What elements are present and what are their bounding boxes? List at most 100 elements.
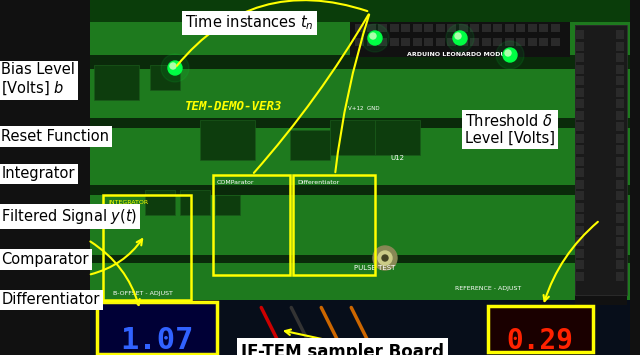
Text: B-OFFSET - ADJUST: B-OFFSET - ADJUST	[113, 291, 173, 296]
Bar	[435, 24, 445, 32]
Bar	[616, 180, 624, 189]
Bar	[435, 38, 445, 46]
Bar	[200, 120, 255, 160]
Text: V+12  GND: V+12 GND	[348, 106, 380, 111]
Bar	[493, 38, 502, 46]
Circle shape	[446, 24, 474, 52]
Bar	[616, 248, 624, 257]
Bar	[390, 24, 399, 32]
Bar	[470, 24, 479, 32]
Bar	[576, 30, 584, 39]
Bar	[375, 120, 420, 155]
Bar	[630, 0, 640, 355]
Bar	[576, 202, 584, 212]
Bar	[350, 22, 570, 57]
Text: 1.07: 1.07	[120, 326, 194, 355]
Text: Integrator: Integrator	[1, 166, 75, 181]
Bar	[616, 122, 624, 131]
Text: Filtered Signal $y(t)$: Filtered Signal $y(t)$	[1, 207, 138, 226]
Bar	[493, 24, 502, 32]
Bar	[616, 272, 624, 280]
Bar	[447, 24, 456, 32]
Text: 0.29: 0.29	[506, 327, 573, 355]
Bar	[616, 214, 624, 223]
Text: Reset Function: Reset Function	[1, 129, 109, 144]
Bar	[88, 118, 640, 128]
Circle shape	[361, 24, 389, 52]
FancyArrowPatch shape	[321, 307, 344, 353]
Bar	[616, 65, 624, 73]
Bar	[355, 38, 364, 46]
Circle shape	[378, 251, 392, 265]
Bar	[458, 38, 467, 46]
Bar	[504, 24, 513, 32]
Bar	[150, 65, 180, 90]
Bar	[576, 99, 584, 108]
Bar	[576, 76, 584, 85]
Circle shape	[505, 50, 511, 56]
Circle shape	[455, 33, 461, 39]
Bar	[576, 237, 584, 246]
Bar	[576, 260, 584, 269]
Bar	[576, 133, 584, 142]
Text: U12: U12	[390, 155, 404, 161]
Bar	[576, 145, 584, 154]
Bar	[424, 38, 433, 46]
Bar	[481, 38, 490, 46]
Bar	[576, 110, 584, 120]
Bar	[378, 38, 387, 46]
Bar	[616, 30, 624, 39]
Bar	[616, 237, 624, 246]
Circle shape	[503, 48, 517, 62]
Bar	[616, 202, 624, 212]
Bar	[616, 168, 624, 177]
Bar	[215, 195, 240, 215]
Bar	[413, 24, 422, 32]
Bar	[616, 110, 624, 120]
Text: TEM-DEMO-VER3: TEM-DEMO-VER3	[185, 100, 282, 113]
Bar	[576, 157, 584, 165]
Bar	[470, 38, 479, 46]
Bar	[539, 24, 548, 32]
Bar	[293, 175, 375, 275]
Bar	[378, 24, 387, 32]
Bar	[616, 99, 624, 108]
Bar	[488, 306, 593, 352]
Bar	[576, 191, 584, 200]
Bar	[88, 255, 640, 263]
Bar	[576, 214, 584, 223]
Bar	[88, 0, 640, 22]
Bar	[616, 225, 624, 235]
Bar	[616, 53, 624, 62]
Bar	[616, 133, 624, 142]
Bar	[88, 0, 640, 355]
Text: Comparator: Comparator	[1, 252, 89, 267]
Text: REFERENCE - ADJUST: REFERENCE - ADJUST	[455, 286, 521, 291]
Circle shape	[373, 246, 397, 270]
Bar	[550, 38, 559, 46]
Bar	[88, 300, 640, 355]
Bar	[576, 53, 584, 62]
Circle shape	[161, 54, 189, 82]
Text: ARDUINO LEONARDO MODULE: ARDUINO LEONARDO MODULE	[406, 52, 513, 57]
Bar	[97, 302, 217, 354]
Circle shape	[368, 31, 382, 45]
Text: Time instances $t_n$: Time instances $t_n$	[185, 13, 314, 32]
Bar	[94, 65, 139, 100]
Bar	[367, 24, 376, 32]
Circle shape	[496, 41, 524, 69]
FancyArrowPatch shape	[291, 307, 314, 353]
Bar	[616, 87, 624, 97]
Circle shape	[168, 61, 182, 75]
Bar	[616, 145, 624, 154]
Bar	[575, 25, 627, 295]
Bar	[576, 65, 584, 73]
Bar	[616, 260, 624, 269]
Bar	[390, 38, 399, 46]
Bar	[401, 24, 410, 32]
Bar	[413, 38, 422, 46]
Bar	[97, 302, 217, 354]
Bar	[481, 24, 490, 32]
FancyArrowPatch shape	[351, 307, 374, 353]
Bar	[145, 190, 175, 215]
